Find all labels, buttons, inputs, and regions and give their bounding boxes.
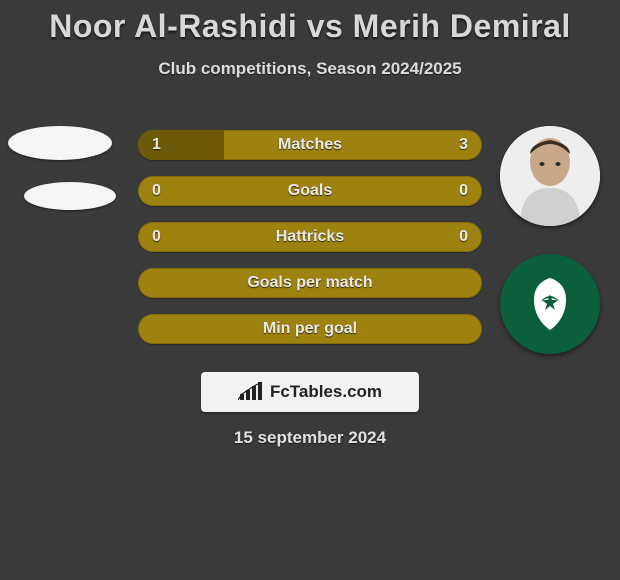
stat-bars: 1 3 Matches 0 0 Goals 0 0 Hattricks Goals per mat… bbox=[138, 130, 482, 360]
page-title: Noor Al-Rashidi vs Merih Demiral bbox=[0, 8, 620, 45]
stat-value-left: 0 bbox=[152, 222, 161, 252]
stat-label: Min per goal bbox=[263, 320, 357, 338]
bar-chart-icon bbox=[238, 382, 264, 402]
stat-label: Matches bbox=[278, 136, 342, 154]
stat-value-right: 0 bbox=[459, 176, 468, 206]
stat-bar: 0 0 Hattricks bbox=[138, 222, 482, 252]
player2-club-crest bbox=[500, 254, 600, 354]
player2-photo bbox=[500, 126, 600, 226]
person-silhouette-icon bbox=[500, 126, 600, 226]
stat-value-right: 3 bbox=[459, 130, 468, 160]
player1-photo-placeholder bbox=[8, 126, 112, 160]
stat-value-left: 0 bbox=[152, 176, 161, 206]
date-label: 15 september 2024 bbox=[0, 428, 620, 448]
stat-value-left: 1 bbox=[152, 130, 161, 160]
stat-bar: Goals per match bbox=[138, 268, 482, 298]
stat-label: Goals per match bbox=[247, 274, 372, 292]
stat-label: Goals bbox=[288, 182, 332, 200]
stat-bar-fill-left bbox=[138, 130, 224, 160]
stat-label: Hattricks bbox=[276, 228, 344, 246]
stat-bar: 0 0 Goals bbox=[138, 176, 482, 206]
club-crest-icon bbox=[518, 272, 582, 336]
branding-text: FcTables.com bbox=[270, 382, 382, 402]
stat-bar: Min per goal bbox=[138, 314, 482, 344]
stat-bar: 1 3 Matches bbox=[138, 130, 482, 160]
branding-box[interactable]: FcTables.com bbox=[201, 372, 419, 412]
player1-column bbox=[8, 126, 118, 232]
player1-club-placeholder bbox=[24, 182, 116, 210]
comparison-card: Noor Al-Rashidi vs Merih Demiral Club co… bbox=[0, 8, 620, 580]
page-subtitle: Club competitions, Season 2024/2025 bbox=[0, 59, 620, 79]
stat-value-right: 0 bbox=[459, 222, 468, 252]
player2-column bbox=[500, 126, 600, 382]
